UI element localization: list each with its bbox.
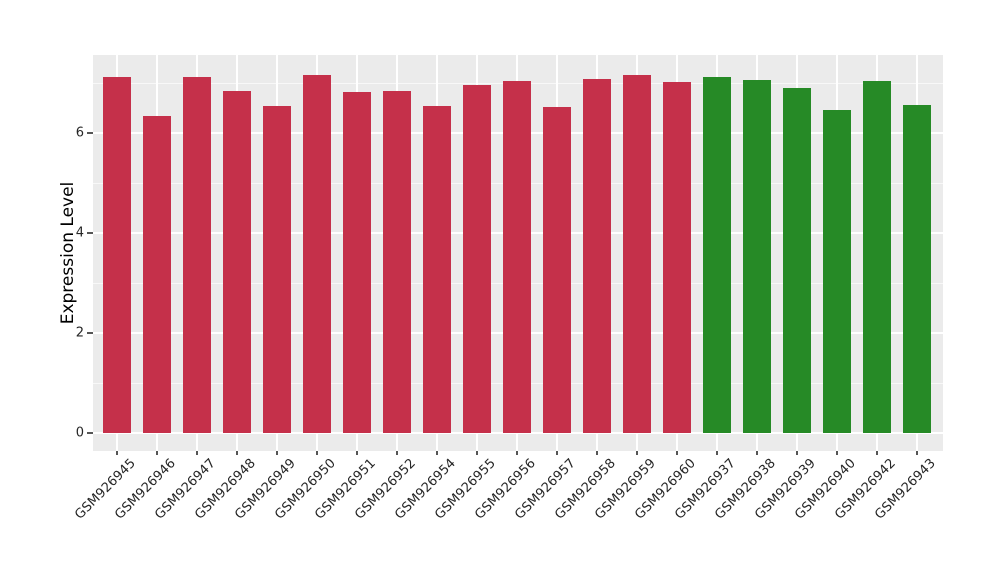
bar-GSM926939 <box>783 88 811 433</box>
bar-GSM926943 <box>903 105 931 433</box>
bar-GSM926951 <box>343 92 371 433</box>
bar-GSM926960 <box>663 82 691 433</box>
y-tick-mark <box>87 132 93 134</box>
bar-GSM926956 <box>503 81 531 433</box>
y-tick-label: 4 <box>75 225 84 241</box>
y-tick-label: 2 <box>75 325 84 341</box>
x-tick-mark <box>916 451 918 455</box>
bar-GSM926959 <box>623 75 651 433</box>
bar-GSM926958 <box>583 79 611 433</box>
plot-panel <box>93 55 943 451</box>
bar-GSM926955 <box>463 85 491 433</box>
x-tick-mark <box>556 451 558 455</box>
x-tick-mark <box>836 451 838 455</box>
x-tick-mark <box>676 451 678 455</box>
bar-GSM926945 <box>103 77 131 433</box>
bar-GSM926946 <box>143 116 171 433</box>
bar-GSM926954 <box>423 106 451 433</box>
x-tick-mark <box>396 451 398 455</box>
x-tick-mark <box>476 451 478 455</box>
x-tick-mark <box>876 451 878 455</box>
x-tick-mark <box>156 451 158 455</box>
x-tick-mark <box>516 451 518 455</box>
x-tick-mark <box>756 451 758 455</box>
bar-GSM926949 <box>263 106 291 433</box>
y-tick-mark <box>87 332 93 334</box>
x-tick-mark <box>236 451 238 455</box>
bar-GSM926938 <box>743 80 771 433</box>
bar-GSM926937 <box>703 77 731 433</box>
x-tick-mark <box>316 451 318 455</box>
y-tick-mark <box>87 232 93 234</box>
bar-GSM926957 <box>543 107 571 433</box>
x-tick-mark <box>716 451 718 455</box>
bar-GSM926948 <box>223 91 251 433</box>
bar-GSM926942 <box>863 81 891 433</box>
y-tick-label: 0 <box>75 425 84 441</box>
x-tick-mark <box>636 451 638 455</box>
bar-GSM926952 <box>383 91 411 433</box>
x-tick-mark <box>436 451 438 455</box>
x-tick-mark <box>356 451 358 455</box>
y-axis-title: Expression Level <box>58 181 78 325</box>
bar-GSM926940 <box>823 110 851 433</box>
x-tick-mark <box>116 451 118 455</box>
bar-GSM926947 <box>183 77 211 433</box>
gridline-major-horizontal <box>93 432 943 434</box>
x-tick-mark <box>196 451 198 455</box>
y-tick-label: 6 <box>75 125 84 141</box>
bar-GSM926950 <box>303 75 331 433</box>
y-tick-mark <box>87 432 93 434</box>
x-tick-mark <box>796 451 798 455</box>
x-tick-mark <box>596 451 598 455</box>
x-tick-mark <box>276 451 278 455</box>
